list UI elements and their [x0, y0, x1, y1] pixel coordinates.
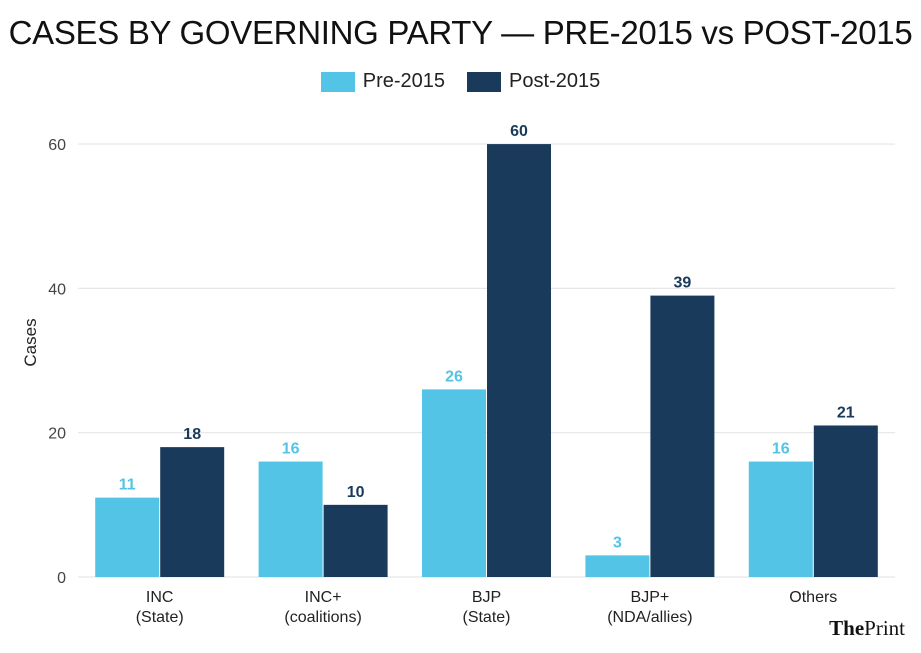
legend-swatch-pre-2015: [320, 71, 355, 92]
data-label-pre-2015-2: 26: [445, 368, 463, 385]
bar-post-2015-0: [160, 447, 225, 577]
bar-post-2015-3: [650, 295, 715, 577]
bar-pre-2015-0: [95, 497, 160, 577]
bar-pre-2015-2: [422, 389, 486, 577]
data-label-pre-2015-4: 16: [772, 441, 790, 458]
y-tick-label-0: 0: [57, 570, 66, 587]
chart-legend: Pre-2015 Post-2015: [0, 70, 921, 93]
y-tick-label-60: 60: [48, 137, 66, 154]
x-tick-label-0-1: (State): [136, 609, 184, 626]
x-tick-label-4-0: Others: [789, 589, 837, 606]
y-axis-title: Cases: [21, 318, 40, 366]
data-label-pre-2015-0: 11: [119, 477, 136, 494]
data-label-pre-2015-3: 3: [613, 534, 622, 551]
chart-title: CASES BY GOVERNING PARTY — PRE-2015 vs P…: [8, 14, 913, 51]
legend-item-post-2015: Post-2015: [467, 70, 600, 93]
legend-label-post-2015: Post-2015: [509, 70, 601, 92]
bar-pre-2015-1: [258, 461, 323, 577]
brand-logo: ThePrint: [829, 616, 905, 641]
legend-item-pre-2015: Pre-2015: [320, 70, 446, 93]
data-label-post-2015-2: 60: [510, 123, 528, 140]
data-label-pre-2015-1: 16: [282, 441, 300, 458]
x-tick-label-2-0: BJP: [472, 589, 501, 606]
legend-label-pre-2015: Pre-2015: [362, 70, 446, 92]
y-tick-label-20: 20: [48, 426, 66, 443]
x-tick-label-1-0: INC+: [305, 589, 342, 606]
bar-pre-2015-4: [748, 461, 813, 577]
x-tick-label-3-1: (NDA/allies): [607, 609, 692, 626]
bar-post-2015-1: [323, 504, 388, 577]
data-label-post-2015-3: 39: [674, 275, 692, 292]
x-tick-label-3-0: BJP+: [631, 589, 670, 606]
data-label-post-2015-4: 21: [837, 404, 855, 421]
x-tick-label-1-1: (coalitions): [284, 609, 361, 626]
bar-post-2015-4: [813, 425, 878, 577]
bar-pre-2015-3: [585, 555, 650, 577]
brand-logo-the: The: [829, 616, 865, 640]
brand-logo-print: Print: [864, 616, 905, 640]
x-tick-label-2-1: (State): [462, 609, 510, 626]
bar-post-2015-2: [487, 144, 551, 578]
x-tick-label-0-0: INC: [146, 589, 174, 606]
data-label-post-2015-1: 10: [347, 484, 365, 501]
data-label-post-2015-0: 18: [183, 426, 201, 443]
legend-swatch-post-2015: [467, 71, 502, 92]
y-tick-label-40: 40: [48, 281, 66, 298]
